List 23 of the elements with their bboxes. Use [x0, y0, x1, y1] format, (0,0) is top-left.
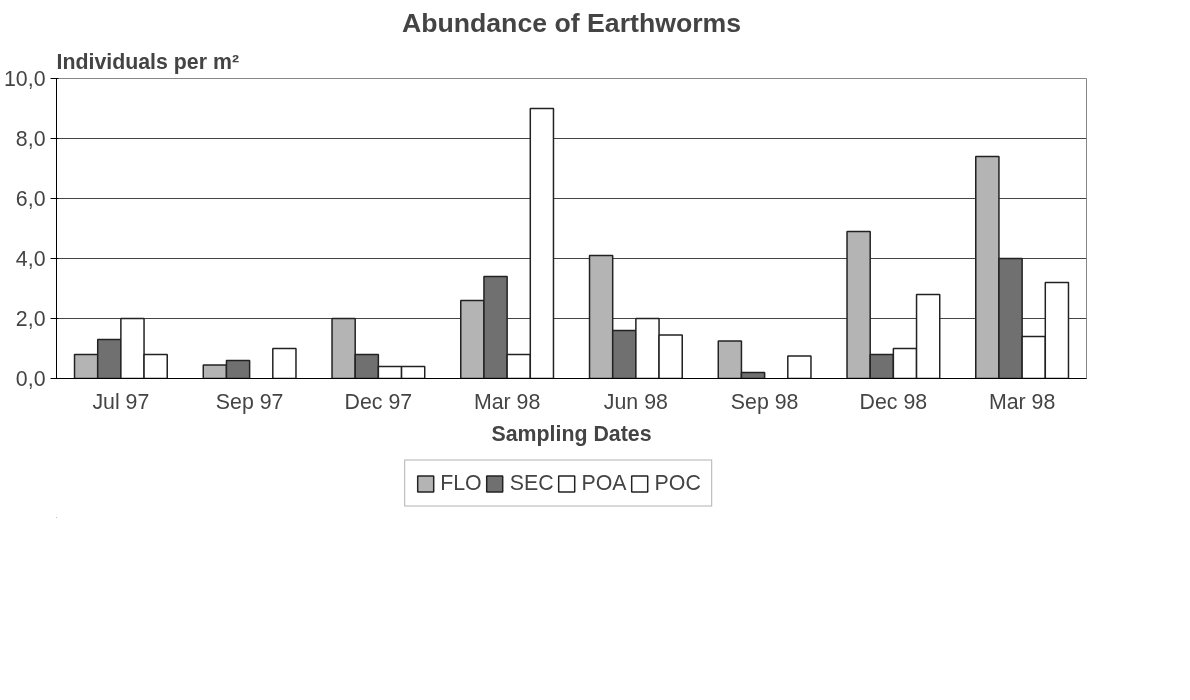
x-tick-label: Jul 97 — [92, 389, 150, 414]
y-tick-label: 8,0 — [15, 127, 46, 151]
y-tick-label: 6,0 — [15, 187, 46, 211]
y-tick-label: 2,0 — [15, 307, 46, 331]
x-axis-title: Sampling Dates — [491, 421, 652, 446]
x-tick-label: Sep 97 — [215, 389, 284, 414]
legend-label: POA — [581, 470, 627, 496]
x-tick-label: Dec 97 — [344, 389, 413, 414]
y-tick-label: 4,0 — [15, 247, 46, 271]
legend-label: SEC — [509, 470, 554, 496]
bar — [272, 347, 297, 379]
x-tick-label: Jun 98 — [603, 389, 668, 414]
x-tick-label: Dec 98 — [859, 389, 928, 414]
x-tick-label: Sep 98 — [730, 389, 799, 414]
legend-label: FLO — [440, 470, 482, 496]
x-tick-label: Mar 98 — [988, 389, 1056, 414]
chart-title: Abundance of Earthworms — [401, 7, 742, 38]
x-tick-label: Mar 98 — [473, 389, 541, 414]
y-tick-label: 0,0 — [15, 367, 46, 391]
bar — [787, 355, 812, 379]
legend-label: POC — [654, 470, 701, 496]
y-tick-label: 10,0 — [3, 67, 46, 91]
y-axis-title: Individuals per m² — [56, 49, 240, 74]
